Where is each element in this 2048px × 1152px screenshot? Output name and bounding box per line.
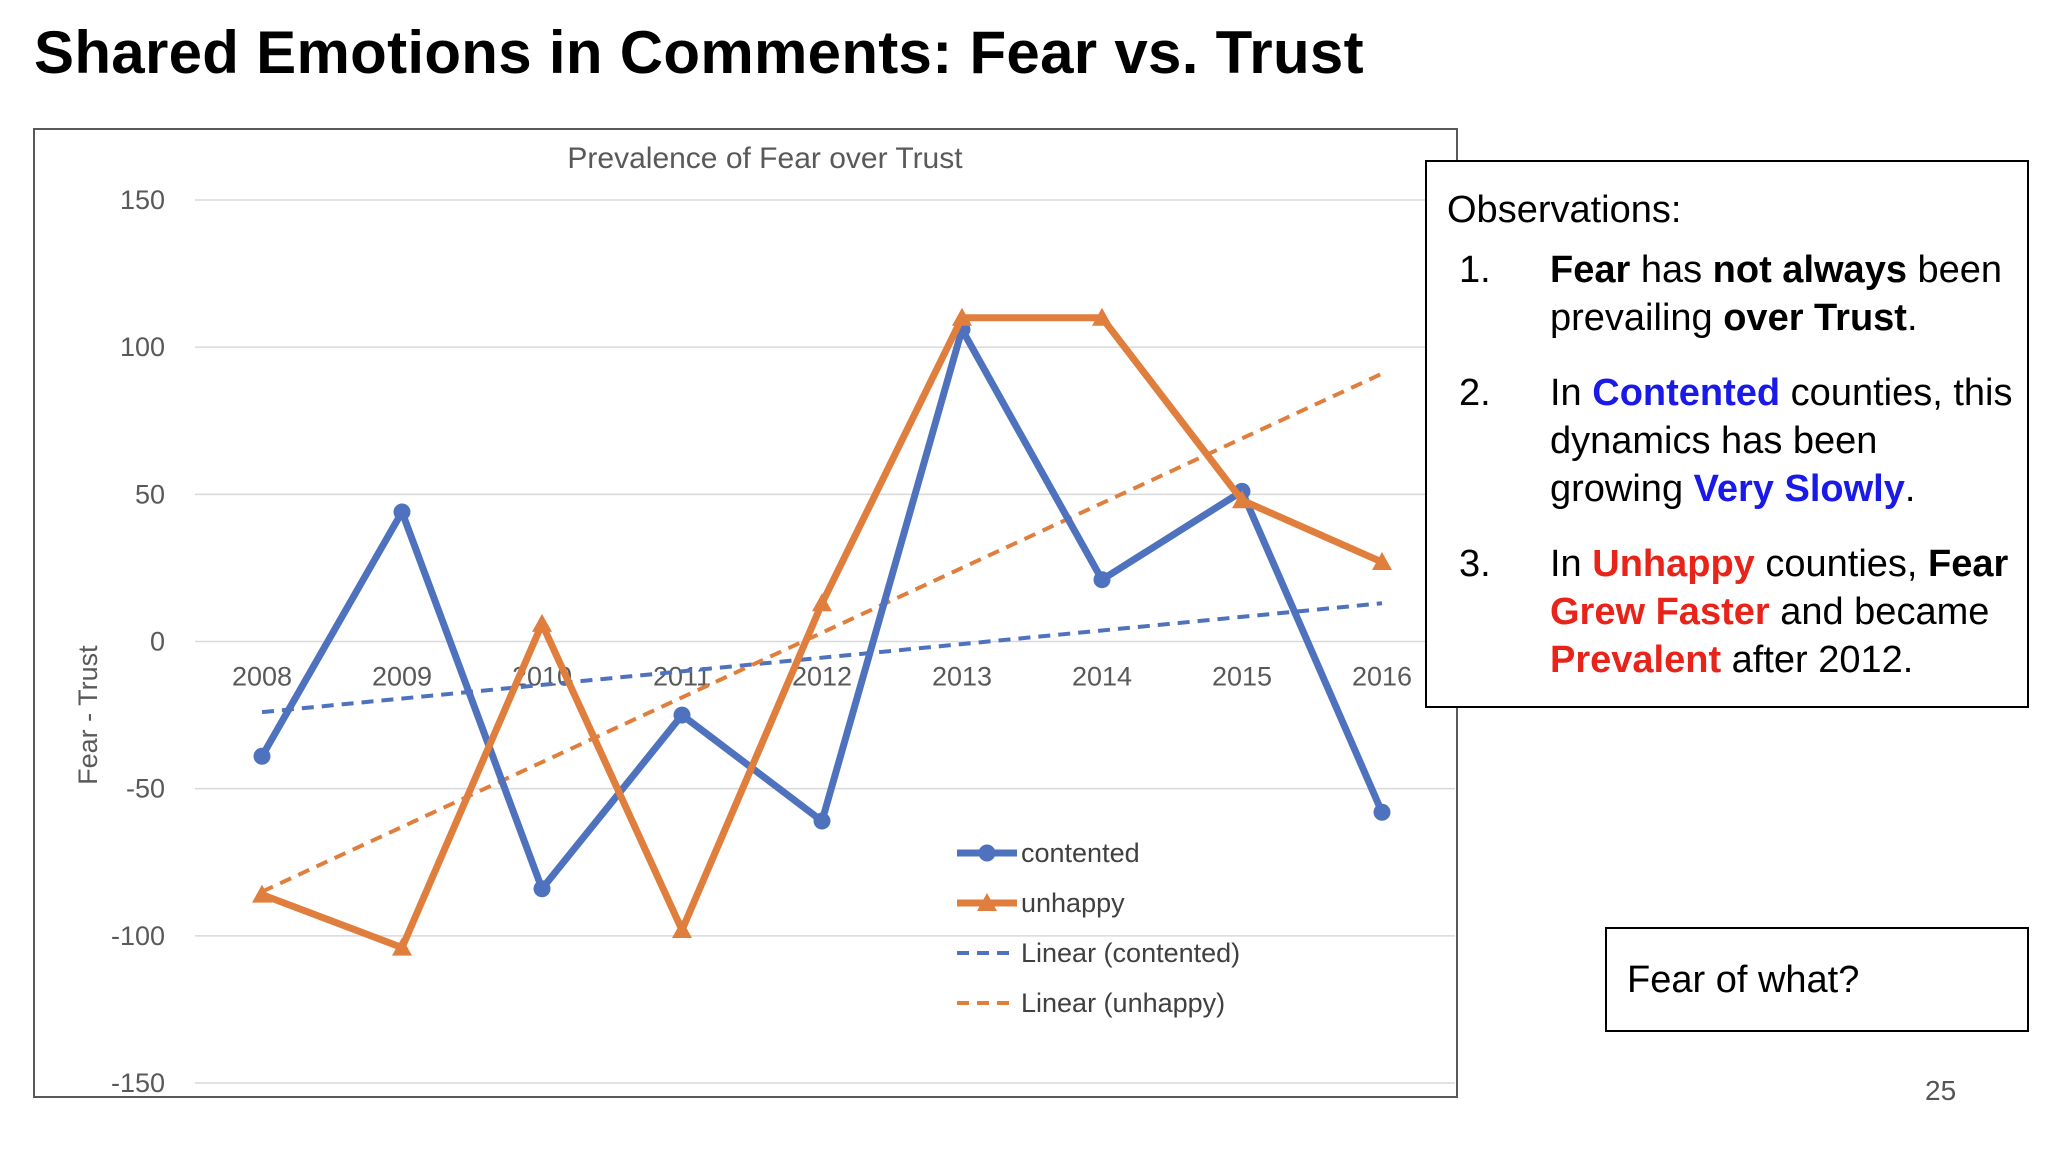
y-tick-label: 150 [120,185,165,215]
x-tick-label: 2009 [372,662,432,692]
x-tick-label: 2012 [792,662,852,692]
observation-item: 3. In Unhappy counties, Fear Grew Faster … [1447,540,2027,684]
legend-marker [978,844,996,862]
legend-label: unhappy [1021,888,1125,918]
y-tick-label: -50 [126,774,165,804]
data-point-unhappy [1372,552,1392,571]
data-point-contented [1093,571,1111,589]
observation-segment: Grew Faster [1550,591,1770,633]
observation-segment: and became [1769,591,1990,633]
slide-title: Shared Emotions in Comments: Fear vs. Tr… [34,19,1364,86]
legend-marker [977,893,997,911]
observations-heading: Observations: [1447,189,1682,231]
line-chart: Prevalence of Fear over Trust 150 100 50 0 -5… [73,142,1455,1096]
data-point-unhappy [1232,490,1252,509]
observations-list: 1. Fear has not always been prevailing ov… [1447,246,2027,684]
observation-segment: Very Slowly [1693,468,1905,510]
observation-item: 1. Fear has not always been prevailing ov… [1447,246,2027,342]
observation-segment: over Trust [1723,297,1907,339]
data-point-unhappy [1092,307,1112,326]
data-point-contented [533,880,551,898]
observations-box: Observations: 1. Fear has not always been… [1425,160,2029,708]
trendline-unhappy [261,371,1383,894]
observation-segment: Unhappy [1592,543,1755,585]
series-line-unhappy [260,314,1384,952]
data-point-contented [813,812,831,830]
observation-segment: Contented [1592,372,1781,414]
observation-number: 3. [1459,543,1491,585]
data-point-unhappy [252,884,272,903]
observation-segment: Prevalent [1550,639,1722,681]
y-axis-label: Fear - Trust [73,645,103,785]
page-number: 25 [1925,1075,1957,1106]
data-point-unhappy [532,613,552,632]
data-point-unhappy [952,307,972,326]
chart-frame: Prevalence of Fear over Trust 150 100 50 0 -5… [33,128,1458,1098]
legend-label: Linear (contented) [1021,938,1240,968]
question-text: Fear of what? [1627,959,1860,1001]
observation-segment: counties, this dynamics has been growing [1550,372,2013,510]
legend-label: Linear (unhappy) [1021,988,1225,1018]
data-point-contented [393,503,411,521]
observation-segment: . [1906,297,1918,339]
x-tick-label: 2014 [1072,662,1132,692]
data-point-contented [673,706,691,724]
observation-number: 2. [1459,372,1491,414]
y-tick-label: 100 [120,332,165,362]
observation-segment: after 2012. [1721,639,1914,681]
observation-segment: been prevailing [1550,249,2003,339]
observation-segment: In [1550,372,1593,414]
observation-segment: Fear [1928,543,2009,585]
question-box: Fear of what? [1605,927,2029,1032]
observation-segment: not always [1712,249,1907,291]
observation-number: 1. [1459,249,1491,291]
observation-text: Fear has not always been prevailing over… [1550,246,2027,342]
observation-segment: . [1904,468,1916,510]
legend-label: contented [1021,838,1140,868]
y-tick-label: -100 [111,921,165,951]
x-tick-label: 2008 [232,662,292,692]
y-tick-label: 50 [135,479,165,509]
observation-text: In Contented counties, this dynamics has… [1550,369,2027,513]
data-point-unhappy [812,593,832,612]
data-point-unhappy [672,919,692,938]
trendline-contented [261,601,1383,715]
observation-text: In Unhappy counties, Fear Grew Faster an… [1550,540,2027,684]
x-tick-label: 2016 [1352,662,1412,692]
observation-segment: has [1630,249,1713,291]
y-tick-label: -150 [111,1068,165,1096]
chart-title: Prevalence of Fear over Trust [567,142,963,175]
x-tick-label: 2013 [932,662,992,692]
data-point-unhappy [392,937,412,956]
observation-segment: Fear [1550,249,1631,291]
y-tick-label: 0 [150,627,165,657]
data-point-contented [253,747,271,765]
x-tick-label: 2015 [1212,662,1272,692]
observation-segment: In [1550,543,1593,585]
observation-item: 2. In Contented counties, this dynamics h… [1447,369,2027,513]
data-point-contented [1373,803,1391,821]
observation-segment: counties, [1754,543,1929,585]
